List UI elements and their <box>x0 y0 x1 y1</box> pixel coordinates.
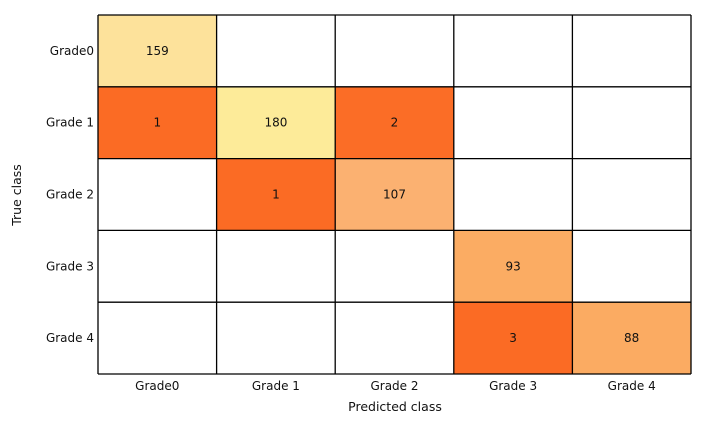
heatmap-cell <box>572 158 691 231</box>
cell-value-label: 107 <box>383 188 406 202</box>
cell-value-label: 88 <box>624 331 639 345</box>
heatmap-cell <box>216 158 336 231</box>
heatmap-cell <box>216 86 336 159</box>
heatmap-cell <box>98 158 217 231</box>
heatmap-cell <box>453 302 573 374</box>
cell-value-label: 1 <box>153 116 161 130</box>
y-tick-label: Grade 2 <box>46 188 94 202</box>
y-tick-label: Grade0 <box>50 44 94 58</box>
cell-value-label: 1 <box>272 188 280 202</box>
y-axis-title: True class <box>9 164 24 227</box>
x-axis-title: Predicted class <box>348 399 442 414</box>
x-tick-label: Grade 2 <box>370 379 418 393</box>
heatmap-cell <box>98 230 217 303</box>
heatmap-cell <box>453 158 573 231</box>
heatmap-cell <box>453 15 573 87</box>
cell-value-label: 3 <box>509 331 517 345</box>
heatmap-cell <box>572 15 691 87</box>
cell-value-label: 2 <box>391 116 399 130</box>
heatmap-cell <box>216 302 336 374</box>
x-tick-label: Grade 3 <box>489 379 537 393</box>
heatmap-cell <box>572 302 691 374</box>
cell-value-label: 180 <box>264 116 287 130</box>
heatmap-cell <box>335 230 454 303</box>
heatmap-cell <box>98 15 217 87</box>
cell-value-label: 159 <box>146 44 169 58</box>
y-tick-label: Grade 1 <box>46 116 94 130</box>
x-tick-label: Grade 4 <box>608 379 656 393</box>
heatmap-cell <box>216 230 336 303</box>
heatmap-cell <box>216 15 336 87</box>
y-tick-label: Grade 3 <box>46 259 94 273</box>
heatmap-cell <box>335 158 454 231</box>
heatmap-cell <box>572 86 691 159</box>
heatmap-cell <box>453 230 573 303</box>
heatmap-cell <box>98 302 217 374</box>
heatmap-cell <box>335 86 454 159</box>
cell-value-label: 93 <box>505 259 520 273</box>
heatmap-cell <box>453 86 573 159</box>
heatmap-cell <box>335 302 454 374</box>
heatmap-cell <box>572 230 691 303</box>
x-tick-label: Grade 1 <box>252 379 300 393</box>
heatmap-cell <box>98 86 217 159</box>
x-tick-label: Grade0 <box>135 379 179 393</box>
y-tick-label: Grade 4 <box>46 331 94 345</box>
heatmap-cell <box>335 15 454 87</box>
